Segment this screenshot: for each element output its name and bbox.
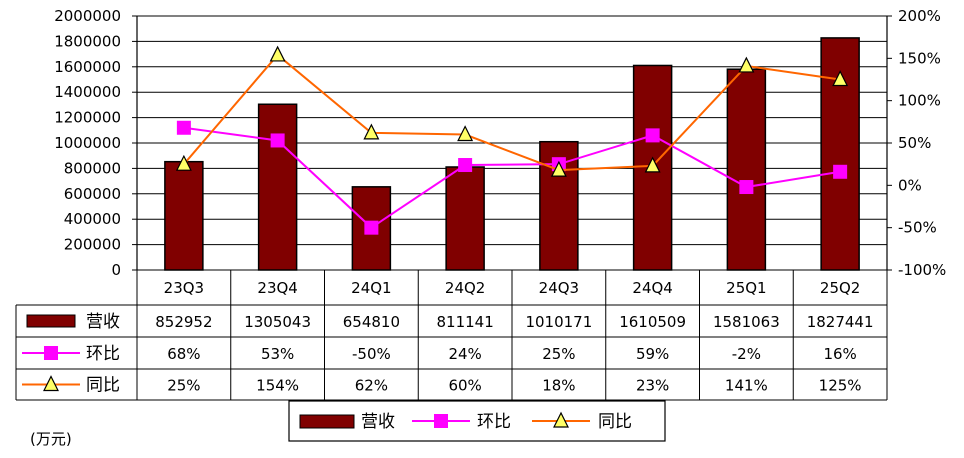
left-tick-label: 1600000 [54,58,121,76]
table-header-cell: 25Q1 [726,279,766,297]
left-tick-label: 200000 [64,236,121,254]
mom-point [270,133,285,148]
legend-label-mom: 环比 [477,412,511,432]
left-tick-label: 0 [111,261,121,279]
table-cell: 62% [355,377,388,395]
table-cell: 16% [823,345,856,363]
table-cell: 1010171 [525,313,592,331]
table-cell: 25% [542,345,575,363]
left-tick-label: 1000000 [54,134,121,152]
yoy-point [175,154,192,171]
table-header-cell: 23Q4 [257,279,297,297]
data-table: 23Q3 23Q4 24Q1 24Q2 24Q3 24Q4 25Q1 25Q2 营收 852952… [15,269,888,401]
table-cell: 1827441 [807,313,874,331]
mom-point [833,164,848,179]
mom-point [458,158,473,173]
mom-point [645,128,660,143]
table-row-label: 环比 [86,344,120,364]
row-key-revenue [26,314,76,328]
table-cell: 141% [725,377,768,395]
legend-key-revenue [299,414,355,429]
unit-label: (万元) [30,430,72,448]
left-tick-label: 2000000 [54,7,121,25]
right-tick-label: 50% [898,134,931,152]
legend-key-mom-marker [434,414,448,428]
table-cell: 60% [448,377,481,395]
mom-point [364,220,379,235]
right-tick-label: 150% [898,49,941,67]
right-tick-label: 100% [898,92,941,110]
yoy-point [457,125,474,142]
table-cell: 154% [256,377,299,395]
table-row-label: 营收 [86,312,120,332]
left-tick-label: 400000 [64,210,121,228]
table-cell: 811141 [436,313,493,331]
table-cell: 852952 [155,313,212,331]
table-cell: 1305043 [244,313,311,331]
yoy-point [550,160,567,177]
legend-key-yoy-marker [553,411,569,428]
grid-lines [137,15,887,271]
legend: 营收 环比 同比 [288,400,666,442]
row-key-yoy-marker [43,375,59,392]
legend-label-revenue: 营收 [361,412,395,432]
table-header-cell: 23Q3 [164,279,204,297]
yoy-line [183,53,841,172]
mom-line [183,126,841,229]
table-cell: 1581063 [713,313,780,331]
left-tick-label: 800000 [64,159,121,177]
table-cell: 1610509 [619,313,686,331]
table-header-cell: 24Q2 [445,279,485,297]
row-key-mom-marker [44,346,58,360]
table-header-cell: 24Q4 [632,279,672,297]
legend-label-yoy: 同比 [598,412,632,432]
revenue-bars [164,37,860,271]
table-cell: -50% [352,345,391,363]
right-tick-label: -100% [898,261,946,279]
left-axis-ticks: 0 200000 400000 600000 800000 1000000 1200000 1… [54,7,137,279]
table-cell: 59% [636,345,669,363]
bar-23Q4 [257,103,298,271]
bar-24Q2 [445,166,485,271]
table-cell: 53% [261,345,294,363]
table-cell: 23% [636,377,669,395]
table-header-cell: 25Q2 [820,279,860,297]
bar-23Q3 [164,160,204,271]
yoy-point [644,156,661,173]
table-cell: 125% [819,377,862,395]
table-cell: 68% [167,345,200,363]
yoy-point [269,45,286,62]
table-cell: 25% [167,377,200,395]
right-axis-ticks: -100% -50% 0% 50% 100% 150% 200% [887,7,946,279]
left-tick-label: 600000 [64,185,121,203]
yoy-point [832,70,849,87]
table-cell: -2% [732,345,761,363]
right-tick-label: 200% [898,7,941,25]
mom-point [176,120,191,135]
left-tick-label: 1800000 [54,32,121,50]
right-tick-label: -50% [898,219,937,237]
left-tick-label: 1200000 [54,109,121,127]
table-cell: 654810 [343,313,400,331]
mom-point [739,180,754,195]
table-row-label: 同比 [86,376,120,396]
table-header-cell: 24Q1 [351,279,391,297]
table-cell: 18% [542,377,575,395]
yoy-point [738,56,755,73]
yoy-point [363,123,380,140]
table-header-cell: 24Q3 [539,279,579,297]
left-tick-label: 1400000 [54,83,121,101]
growth-lines [175,45,849,235]
table-cell: 24% [448,345,481,363]
right-tick-label: 0% [898,176,922,194]
bar-25Q1 [726,68,767,271]
